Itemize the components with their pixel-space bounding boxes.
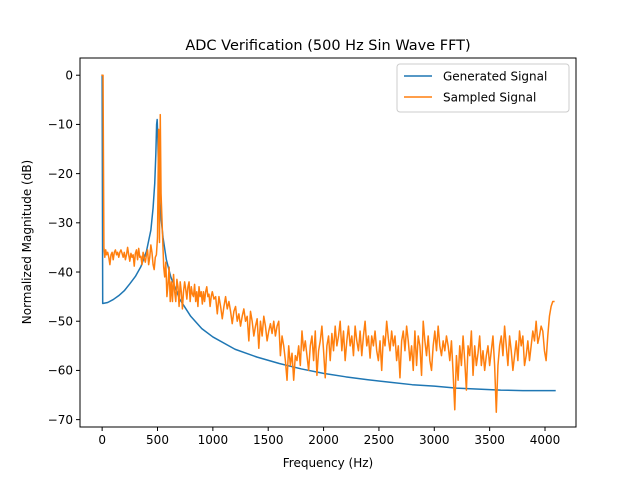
series-line-sampled-signal xyxy=(101,74,555,413)
x-tick-label: 3500 xyxy=(474,433,505,447)
x-tick-label: 4000 xyxy=(530,433,561,447)
y-axis-label: Normalized Magnitude (dB) xyxy=(20,160,34,324)
legend-label-sampled: Sampled Signal xyxy=(443,91,536,105)
x-tick-label: 1500 xyxy=(253,433,284,447)
series-line-generated-signal xyxy=(101,74,556,392)
y-tick-label: −40 xyxy=(48,265,73,279)
y-tick-label: −70 xyxy=(48,413,73,427)
legend-box xyxy=(396,63,570,113)
x-tick-label: 1000 xyxy=(198,433,229,447)
x-tick-label: 0 xyxy=(98,433,106,447)
y-axis: 0 −10 −20 −30 −40 −50 −60 −70 xyxy=(48,69,80,427)
y-tick-label: −20 xyxy=(48,167,73,181)
plot-area xyxy=(101,74,556,413)
y-tick-label: −10 xyxy=(48,118,73,132)
legend: Generated Signal Sampled Signal xyxy=(396,63,570,113)
x-tick-label: 500 xyxy=(146,433,169,447)
x-axis-label: Frequency (Hz) xyxy=(283,456,374,470)
y-tick-label: 0 xyxy=(65,69,73,83)
legend-label-generated: Generated Signal xyxy=(443,70,547,84)
axes-frame xyxy=(79,57,577,428)
x-tick-label: 2500 xyxy=(364,433,395,447)
y-tick-label: −50 xyxy=(48,315,73,329)
y-tick-label: −30 xyxy=(48,216,73,230)
x-tick-label: 3000 xyxy=(419,433,450,447)
chart-title: ADC Verification (500 Hz Sin Wave FFT) xyxy=(185,38,470,54)
x-axis: 0 500 1000 1500 2000 2500 3000 3500 4000 xyxy=(98,427,560,447)
x-tick-label: 2000 xyxy=(308,433,339,447)
y-tick-label: −60 xyxy=(48,364,73,378)
